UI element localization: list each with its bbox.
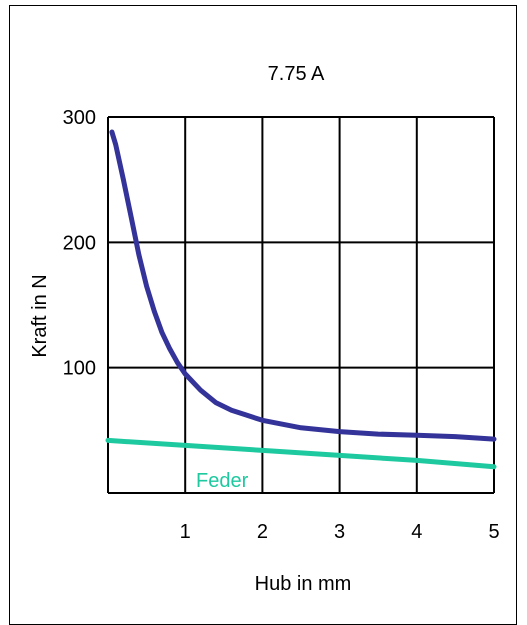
series-layer [105, 129, 497, 470]
x-axis-label: Hub in mm [255, 573, 352, 595]
chart-title: 7.75 A [268, 63, 325, 85]
x-tick-label-3: 3 [334, 521, 345, 543]
x-tick-label-1: 1 [180, 521, 191, 543]
tick-labels: 1 2 3 4 5 100 200 300 [63, 107, 500, 543]
x-tick-label-2: 2 [257, 521, 268, 543]
x-tick-label-5: 5 [488, 521, 499, 543]
series-line-feder [105, 437, 497, 470]
y-axis-label: Kraft in N [29, 274, 51, 357]
y-tick-label-200: 200 [63, 232, 96, 254]
series-line-kraft [109, 129, 497, 442]
y-tick-label-100: 100 [63, 358, 96, 380]
y-tick-label-300: 300 [63, 107, 96, 129]
x-tick-label-4: 4 [411, 521, 422, 543]
legend-label-feder: Feder [196, 470, 249, 492]
axes [107, 117, 494, 494]
